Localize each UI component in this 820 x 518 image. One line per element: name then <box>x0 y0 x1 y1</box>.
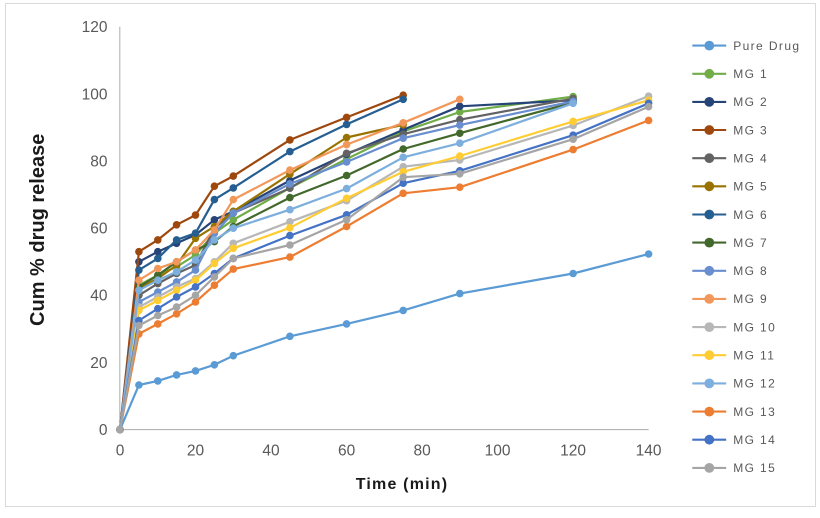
svg-text:100: 100 <box>485 442 511 459</box>
svg-text:60: 60 <box>338 442 356 459</box>
svg-text:MG 4: MG 4 <box>733 152 768 166</box>
svg-text:MG 10: MG 10 <box>733 320 776 334</box>
svg-text:0: 0 <box>99 422 108 439</box>
svg-text:MG 8: MG 8 <box>733 264 768 278</box>
svg-text:MG 5: MG 5 <box>733 180 768 194</box>
svg-text:MG 11: MG 11 <box>733 349 775 363</box>
svg-text:100: 100 <box>82 86 108 103</box>
svg-text:Time (min): Time (min) <box>356 476 449 493</box>
svg-text:Pure Drug: Pure Drug <box>733 39 800 53</box>
svg-text:MG 3: MG 3 <box>733 123 768 137</box>
svg-text:MG 1: MG 1 <box>733 67 768 81</box>
svg-text:MG 12: MG 12 <box>733 377 776 391</box>
svg-text:MG 9: MG 9 <box>733 292 768 306</box>
svg-text:20: 20 <box>187 442 205 459</box>
svg-text:40: 40 <box>90 288 108 305</box>
svg-text:0: 0 <box>116 442 125 459</box>
svg-text:40: 40 <box>262 442 280 459</box>
svg-text:MG 13: MG 13 <box>733 405 776 419</box>
svg-text:80: 80 <box>413 442 431 459</box>
svg-text:20: 20 <box>90 355 108 372</box>
svg-text:80: 80 <box>90 153 108 170</box>
svg-text:120: 120 <box>82 19 108 36</box>
svg-text:140: 140 <box>636 442 662 459</box>
svg-text:60: 60 <box>90 221 108 238</box>
svg-text:Cum % drug release: Cum % drug release <box>27 134 49 326</box>
svg-text:MG 7: MG 7 <box>733 236 768 250</box>
svg-text:MG 2: MG 2 <box>733 95 768 109</box>
svg-text:MG 14: MG 14 <box>733 433 776 447</box>
svg-text:120: 120 <box>560 442 586 459</box>
svg-text:MG 15: MG 15 <box>733 461 776 475</box>
svg-text:MG 6: MG 6 <box>733 208 768 222</box>
